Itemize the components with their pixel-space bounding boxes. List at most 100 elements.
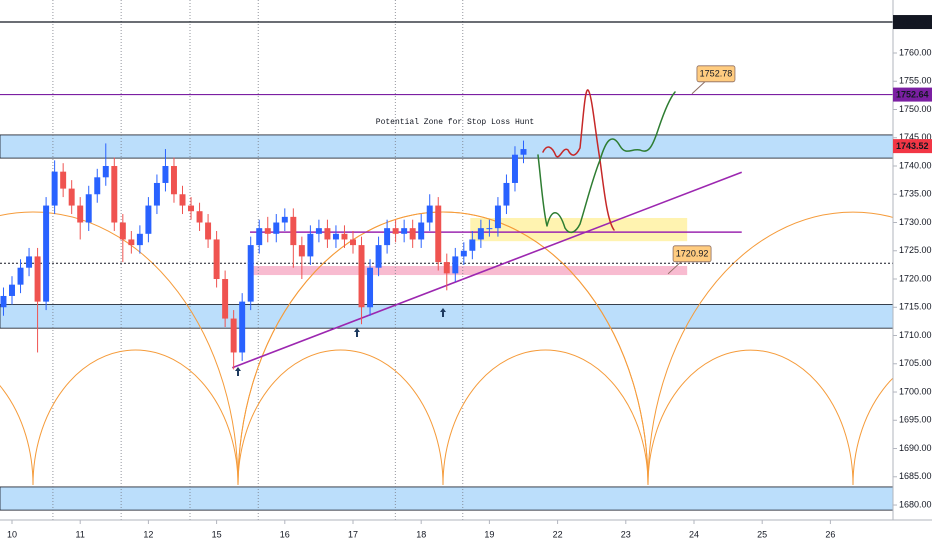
y-tick-label: 1695.00 — [899, 415, 932, 425]
callout-label: 1720.92 — [676, 249, 709, 259]
candle-body — [469, 239, 476, 251]
price-label-box — [893, 139, 932, 154]
price-label-box — [893, 87, 932, 102]
candle-body — [239, 301, 246, 353]
candle-body — [179, 194, 186, 206]
candle-body — [511, 154, 518, 183]
candle-body — [111, 166, 118, 223]
x-tick-label: 22 — [553, 529, 563, 539]
candle-body — [494, 205, 501, 229]
callout-label: 1752.78 — [700, 69, 733, 79]
candle-body — [392, 228, 399, 234]
x-tick-label: 18 — [416, 529, 426, 539]
y-tick-label: 1750.00 — [899, 104, 932, 114]
candle-body — [281, 216, 288, 223]
candles: 1752.78 1720.92 — [0, 65, 736, 370]
projections — [537, 89, 676, 234]
zone — [0, 134, 894, 159]
candle-body — [443, 262, 450, 274]
candle-body — [43, 205, 50, 302]
y-tick-label: 1745.00 — [899, 132, 932, 142]
callout-pointer — [667, 261, 682, 275]
candle-body — [477, 228, 484, 240]
candle-body — [315, 228, 322, 234]
lines — [0, 21, 893, 369]
candle-body — [128, 239, 135, 246]
candle-body — [136, 233, 143, 246]
x-tick-label: 23 — [621, 529, 631, 539]
candle-body — [367, 267, 374, 308]
candle-body — [77, 205, 84, 223]
candle-body — [307, 233, 314, 257]
x-tick-label: 10 — [7, 529, 17, 539]
price-label: 1743.52 — [896, 141, 929, 151]
candle-body — [170, 166, 177, 195]
y-tick-label: 1690.00 — [899, 443, 932, 453]
y-tick-label: 1680.00 — [899, 499, 932, 509]
callout-box — [696, 65, 736, 83]
y-tick-label: 1685.00 — [899, 471, 932, 481]
candle-body — [119, 222, 126, 240]
y-tick-label: 1705.00 — [899, 358, 932, 368]
zone — [250, 266, 688, 276]
signal-arrows — [235, 308, 446, 376]
axis-labels: 1680.00 1685.00 1690.00 1695.00 1700.00 1705.… — [7, 15, 932, 539]
candle-body — [418, 222, 425, 240]
arrow-up — [440, 308, 446, 317]
candle-body — [102, 166, 109, 178]
candle-body — [153, 182, 160, 206]
candle-body — [34, 256, 41, 302]
callout-box — [672, 245, 712, 263]
candle-body — [358, 245, 365, 308]
candle-body — [9, 284, 15, 296]
candle-body — [247, 245, 254, 302]
zone — [0, 304, 894, 329]
green-projection — [537, 91, 676, 234]
candle-body — [213, 239, 220, 280]
y-tick-label: 1740.00 — [899, 160, 932, 170]
candle-body — [452, 256, 459, 274]
candle-body — [188, 205, 195, 212]
candle-body — [503, 182, 510, 206]
candle-body — [460, 250, 467, 257]
candle-body — [222, 279, 229, 319]
candle-body — [17, 267, 24, 285]
candle-body — [435, 205, 442, 263]
x-tick-label: 15 — [212, 529, 222, 539]
candle-body — [341, 233, 348, 240]
candle-body — [332, 233, 339, 240]
candle-body — [350, 239, 356, 246]
candle-body — [264, 228, 271, 234]
candle-body — [384, 228, 391, 246]
trendline — [231, 171, 743, 369]
y-tick-label: 1725.00 — [899, 245, 932, 255]
candle-body — [256, 228, 263, 246]
x-tick-label: 25 — [757, 529, 767, 539]
candle-body — [205, 222, 212, 240]
candle-body — [401, 228, 408, 234]
zone — [470, 217, 688, 242]
annotation: Potential Zone for Stop Loss Hunt — [376, 118, 534, 127]
x-tick-label: 12 — [143, 529, 153, 539]
y-tick-label: 1760.00 — [899, 47, 932, 57]
x-tick-label: 24 — [689, 529, 699, 539]
y-tick-label: 1720.00 — [899, 273, 932, 283]
candle-body — [273, 222, 280, 234]
candle-body — [196, 211, 203, 223]
price-label: 1752.64 — [896, 89, 929, 99]
callout-pointer — [691, 81, 706, 95]
x-tick-label: 17 — [348, 529, 358, 539]
y-tick-label: 1730.00 — [899, 217, 932, 227]
x-tick-label: 16 — [280, 529, 290, 539]
y-tick-label: 1755.00 — [899, 76, 932, 86]
candle-body — [298, 245, 305, 257]
candle-body — [520, 149, 527, 155]
candle-body — [324, 228, 331, 240]
candle-body — [0, 295, 7, 308]
candle-body — [85, 194, 92, 223]
zone — [0, 486, 894, 511]
y-tick-label: 1710.00 — [899, 330, 932, 340]
x-tick-label: 19 — [484, 529, 494, 539]
price-label: 1765.48 — [896, 17, 929, 27]
